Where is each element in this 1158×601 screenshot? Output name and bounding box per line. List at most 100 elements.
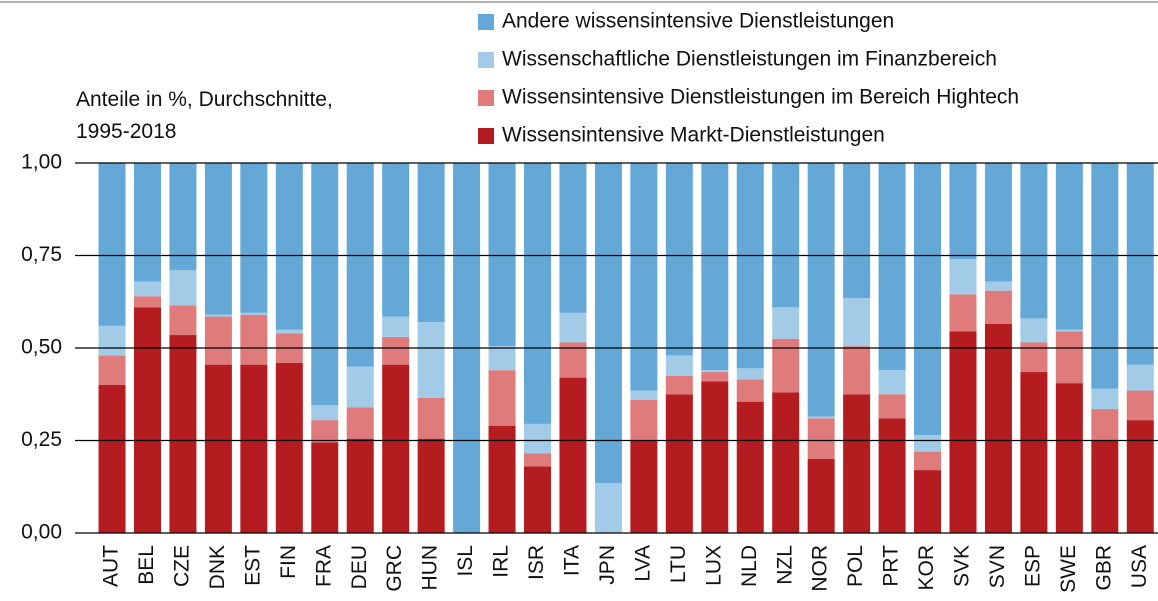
bar-segment <box>240 312 268 315</box>
bar-segment <box>559 312 587 343</box>
bar-segment <box>524 423 552 454</box>
y-tick-label: 0,00 <box>21 521 62 544</box>
x-tick-label: IRL <box>490 545 513 578</box>
x-tick-label: FRA <box>312 545 335 587</box>
bar-segment <box>1091 388 1119 410</box>
bar-segment <box>169 163 197 271</box>
bar-segment <box>1020 163 1048 319</box>
bar-segment <box>914 434 942 452</box>
x-tick-label: LUX <box>702 545 725 586</box>
x-tick-label: POL <box>844 545 867 587</box>
bar-segment <box>807 459 835 533</box>
bar-segment <box>1020 342 1048 373</box>
x-tick-label: AUT <box>100 545 123 587</box>
bar-segment <box>665 355 693 376</box>
bar-segment <box>594 483 622 533</box>
x-tick-label: DNK <box>206 545 229 589</box>
bar-segment <box>1020 372 1048 533</box>
bar-segment <box>878 163 906 371</box>
legend-label: Andere wissensintensive Dienstleistungen <box>502 10 894 33</box>
x-tick-label: JPN <box>596 545 619 585</box>
bar-segment <box>1126 390 1154 421</box>
bar-segment <box>843 394 871 533</box>
bar-segment <box>1126 364 1154 391</box>
bar-segment <box>346 163 374 367</box>
y-tick-label: 0,25 <box>21 428 62 451</box>
bar-segment <box>630 440 658 533</box>
bar-segment <box>417 397 445 439</box>
bar-segment <box>701 372 729 382</box>
bar-segment <box>1126 420 1154 533</box>
bar-segment <box>169 305 197 336</box>
bar-segment <box>984 163 1012 282</box>
bar-segment <box>559 163 587 313</box>
bar-segment <box>984 281 1012 291</box>
bar-segment <box>1020 318 1048 343</box>
legend-swatch <box>478 52 494 68</box>
bar-segment <box>98 163 126 326</box>
bar-segment <box>275 163 303 330</box>
bar-segment <box>807 163 835 417</box>
bar-segment <box>736 368 764 380</box>
bar-segment <box>1126 163 1154 365</box>
bar-segment <box>878 370 906 395</box>
bar-segment <box>843 298 871 347</box>
chart-subtitle: Anteile in %, Durchschnitte, 1995-2018 <box>76 88 333 143</box>
x-tick-label: DEU <box>348 545 371 589</box>
x-tick-label: PRT <box>880 545 903 587</box>
x-tick-label: ESP <box>1021 545 1044 587</box>
y-tick-label: 0,75 <box>21 243 62 266</box>
x-tick-label: NZL <box>773 545 796 585</box>
bar-segment <box>807 416 835 419</box>
bar-segment <box>807 418 835 459</box>
x-tick-label: LTU <box>667 545 690 583</box>
bar-segment <box>878 394 906 419</box>
bar-segment <box>346 407 374 439</box>
bar-segment <box>204 316 232 365</box>
bar-segment <box>346 438 374 533</box>
bar-segment <box>311 405 339 421</box>
bar-segment <box>417 438 445 533</box>
x-tick-label: FIN <box>277 545 300 579</box>
y-tick-label: 1,00 <box>21 151 62 174</box>
bar-segment <box>559 377 587 533</box>
bar-segment <box>594 163 622 484</box>
x-tick-label: SWE <box>1057 545 1080 593</box>
bar-segment <box>843 346 871 395</box>
bar-segment <box>524 163 552 424</box>
bar-segment <box>665 394 693 533</box>
bar-segment <box>984 290 1012 324</box>
x-tick-label: LVA <box>631 545 654 582</box>
bar-segment <box>204 163 232 315</box>
bar-segment <box>701 163 729 371</box>
bar-segment <box>914 470 942 533</box>
bar-segment <box>1055 163 1083 330</box>
bar-segment <box>98 355 126 385</box>
bar-segment <box>949 259 977 295</box>
bar-segment <box>417 322 445 398</box>
bar-segment <box>169 335 197 533</box>
x-tick-label: ISL <box>454 545 477 577</box>
bar-segment <box>914 451 942 471</box>
bar-segment <box>488 163 516 347</box>
bar-segment <box>914 163 942 435</box>
x-tick-label: CZE <box>170 545 193 587</box>
x-tick-label: SVN <box>986 545 1009 588</box>
legend-swatch <box>478 128 494 144</box>
bar-segment <box>382 336 410 365</box>
bar-segment <box>133 163 161 282</box>
legend-label: Wissensintensive Markt-Dienstleistungen <box>502 124 885 147</box>
bar-segment <box>133 296 161 308</box>
x-tick-label: EST <box>241 545 264 586</box>
bar-segment <box>843 163 871 299</box>
bar-segment <box>204 314 232 317</box>
bar-segment <box>984 323 1012 533</box>
legend-swatch <box>478 14 494 30</box>
bar-segment <box>275 329 303 334</box>
bar-segment <box>1055 331 1083 384</box>
bar-segment <box>665 163 693 356</box>
bar-segment <box>488 370 516 426</box>
x-tick-label: GBR <box>1092 545 1115 591</box>
bar-segment <box>701 370 729 373</box>
